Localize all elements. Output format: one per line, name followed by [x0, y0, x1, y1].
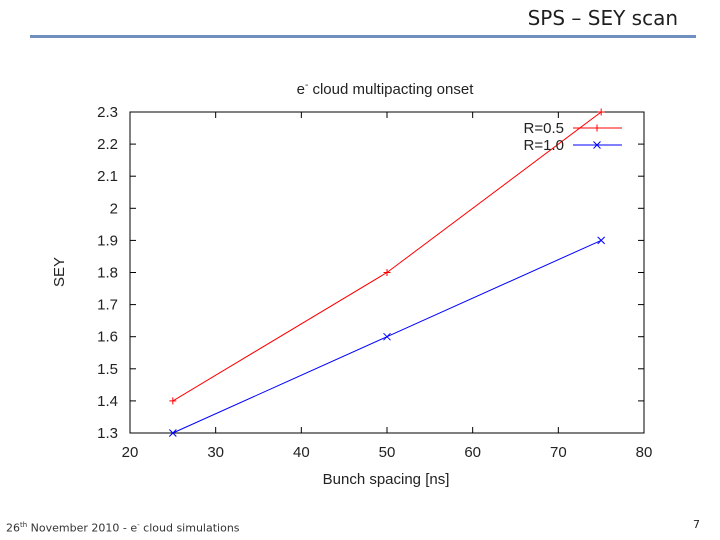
x-tick-label: 50 [379, 444, 396, 461]
y-tick-label: 1.3 [97, 425, 118, 442]
series-2-point [597, 236, 606, 245]
y-tick-label: 2 [110, 200, 118, 217]
series-1-line [172, 111, 602, 402]
chart-title: e- cloud multipacting onset [297, 80, 475, 98]
legend: R=0.5R=1.0 [524, 120, 622, 154]
x-axis-label: Bunch spacing [ns] [323, 471, 450, 488]
y-tick-label: 2.2 [97, 136, 118, 153]
y-tick-label: 1.7 [97, 297, 118, 314]
legend-marker [593, 141, 601, 149]
page-number: 7 [693, 518, 700, 531]
x-tick-label: 80 [636, 444, 653, 461]
legend-label: R=0.5 [524, 120, 564, 137]
x-tick-label: 30 [207, 444, 224, 461]
series-2-point [168, 429, 177, 437]
y-axis-label: SEY [51, 257, 68, 287]
x-tick-label: 70 [550, 444, 567, 461]
axes: 20 30 40 50 60 70 80 1.3 1.4 1.5 1.6 1.7 1.8 1.9 2 2.1 2… [97, 104, 652, 461]
x-tick-label: 60 [464, 444, 481, 461]
series-group [168, 108, 606, 437]
series-2-point [383, 332, 391, 341]
title-underline [30, 35, 696, 38]
y-tick-label: 2.1 [97, 168, 118, 185]
slide-title: SPS – SEY scan [527, 6, 678, 30]
x-tick-label: 40 [293, 444, 310, 461]
legend-label: R=1.0 [524, 137, 564, 154]
y-tick-label: 1.5 [97, 361, 118, 378]
y-tick-label: 2.3 [97, 104, 118, 121]
y-tick-label: 1.8 [97, 265, 118, 282]
footer-text: 26th November 2010 - e- cloud simulation… [6, 521, 240, 535]
y-tick-label: 1.6 [97, 329, 118, 346]
y-tick-label: 1.4 [97, 393, 118, 410]
x-tick-label: 20 [122, 444, 139, 461]
y-tick-label: 1.9 [97, 232, 118, 249]
